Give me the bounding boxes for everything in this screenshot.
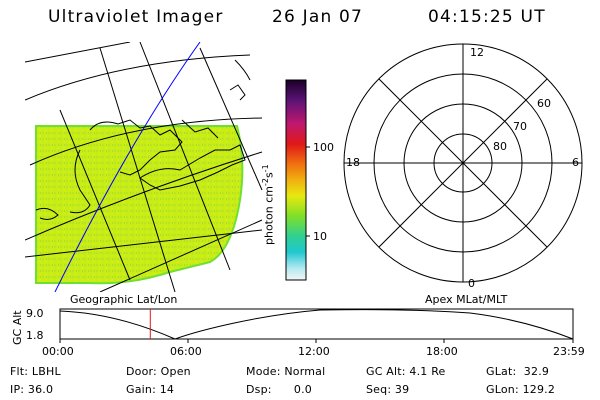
info-glat: GLat: 32.9	[486, 365, 550, 378]
altitude-ylabel: GC Alt	[11, 310, 24, 345]
colorbar-tick-10: 10	[313, 230, 327, 243]
info-ip: IP: 36.0	[10, 383, 54, 396]
xtick-1200: 12:00	[298, 345, 330, 358]
mlt-label-6: 6	[572, 156, 579, 169]
mlt-label-18: 18	[346, 156, 360, 169]
info-gain: Gain: 14	[126, 383, 175, 396]
geographic-caption: Geographic Lat/Lon	[70, 293, 178, 306]
mlt-label-12: 12	[470, 46, 484, 59]
mlat-label-60: 60	[537, 97, 551, 110]
info-glon: GLon: 129.2	[486, 383, 556, 396]
info-door: Door: Open	[126, 365, 191, 378]
xtick-2359: 23:59	[553, 345, 585, 358]
date-label: 26 Jan 07	[272, 7, 364, 27]
orbit-track	[54, 42, 201, 292]
info-mode: Mode: Normal	[246, 365, 326, 378]
mlat-label-80: 80	[493, 140, 507, 153]
xtick-0000: 00:00	[42, 345, 74, 358]
colorbar-tick-100: 100	[313, 141, 334, 154]
uv-image-footprint	[35, 125, 244, 285]
altitude-ytick-high: 9.0	[26, 307, 44, 320]
xtick-1800: 18:00	[426, 345, 458, 358]
mlt-label-0: 0	[468, 277, 475, 290]
mlat-label-70: 70	[513, 120, 527, 133]
time-label: 04:15:25 UT	[428, 7, 546, 27]
app-title: Ultraviolet Imager	[48, 7, 224, 27]
info-seq: Seq: 39	[366, 383, 410, 396]
info-gc-alt: GC Alt: 4.1 Re	[366, 365, 446, 378]
altitude-ytick-low: 1.8	[26, 329, 44, 342]
apex-caption: Apex MLat/MLT	[425, 293, 508, 306]
xtick-0600: 06:00	[170, 345, 202, 358]
info-dsp: Dsp: 0.0	[246, 383, 312, 396]
altitude-curve	[59, 309, 574, 340]
info-flt: Flt: LBHL	[10, 365, 61, 378]
